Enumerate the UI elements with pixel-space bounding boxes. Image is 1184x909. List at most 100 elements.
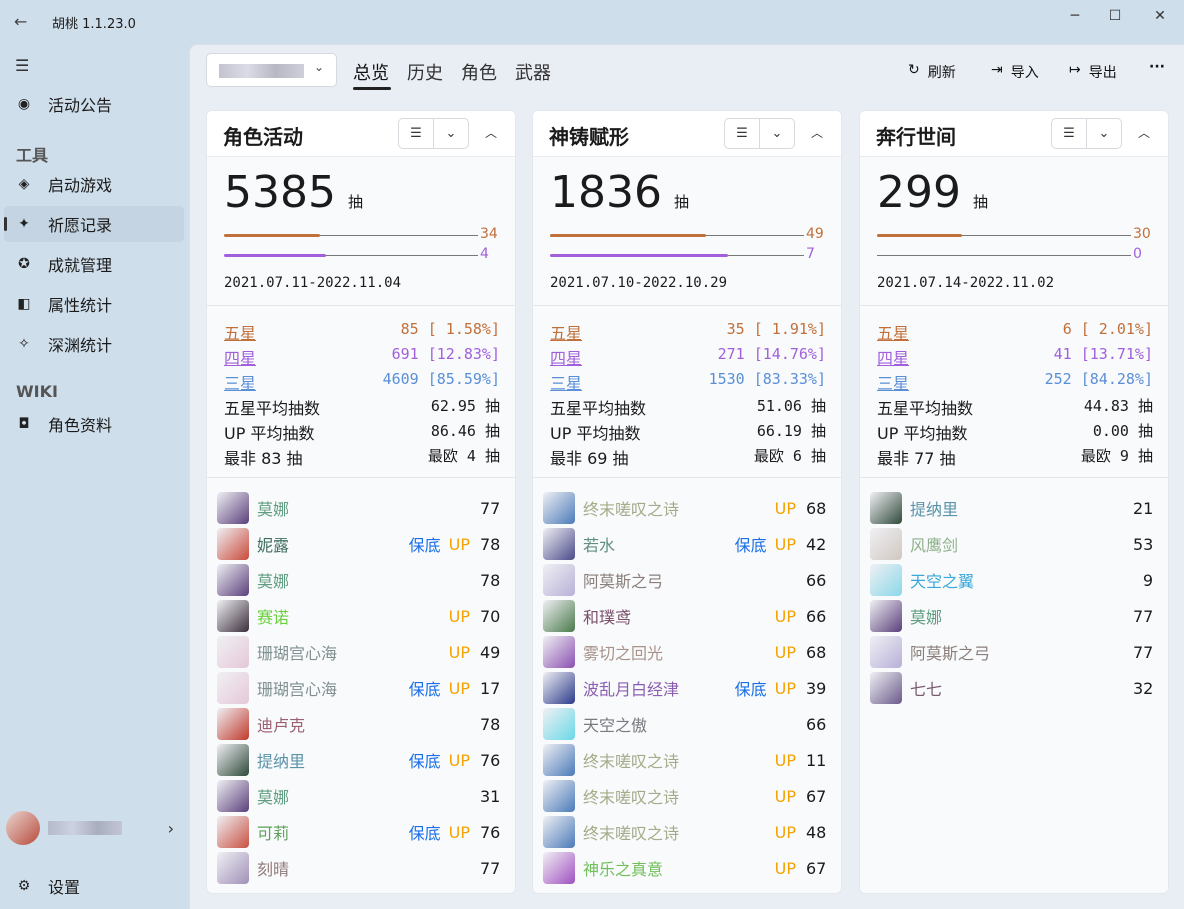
list-item[interactable]: 终末嗟叹之诗 UP 11 xyxy=(543,742,826,778)
sidebar: ☰ ◉ 活动公告 工具 ◈ 启动游戏 ✦ 祈愿记录 ✪ 成就管理 ◧ 属性统计 ✧ 深渊统计 WIKI ◘ 角… xyxy=(0,44,188,909)
pull-unit: 抽 xyxy=(347,193,363,211)
chevron-down-icon[interactable]: ⌄ xyxy=(445,126,457,141)
export-button[interactable]: ↦ 导出 xyxy=(1069,62,1117,82)
more-options-button[interactable]: ··· xyxy=(1149,59,1165,75)
chevron-down-icon[interactable]: ⌄ xyxy=(1098,126,1110,141)
sidebar-item[interactable]: ◈ 启动游戏 xyxy=(4,166,184,202)
user-account[interactable]: › xyxy=(6,808,186,848)
list-item[interactable]: 莫娜 77 xyxy=(217,490,500,526)
stat-value: 44.83 抽 xyxy=(1083,397,1153,415)
list-item[interactable]: 刻晴 77 xyxy=(217,850,500,886)
view-mode-selector[interactable]: ☰ ⌄ xyxy=(398,118,469,149)
list-icon[interactable]: ☰ xyxy=(399,119,434,148)
item-name: 天空之傲 xyxy=(583,716,648,735)
list-item[interactable]: 雾切之回光 UP 68 xyxy=(543,634,826,670)
sidebar-item[interactable]: ✦ 祈愿记录 xyxy=(4,206,184,242)
list-item[interactable]: 神乐之真意 UP 67 xyxy=(543,850,826,886)
item-name: 阿莫斯之弓 xyxy=(583,572,664,591)
refresh-icon: ↻ xyxy=(908,62,920,78)
list-item[interactable]: 终末嗟叹之诗 UP 68 xyxy=(543,490,826,526)
item-portrait xyxy=(870,600,902,632)
tab-history[interactable]: 历史 xyxy=(407,63,443,84)
stat-label: 三星 xyxy=(224,374,257,393)
date-range: 2021.07.10-2022.10.29 xyxy=(550,275,728,291)
list-item[interactable]: 终末嗟叹之诗 UP 67 xyxy=(543,778,826,814)
minimize-button[interactable]: ─ xyxy=(1070,8,1080,24)
list-item[interactable]: 终末嗟叹之诗 UP 48 xyxy=(543,814,826,850)
tab-weapons[interactable]: 武器 xyxy=(515,63,551,84)
up-badge: UP xyxy=(774,642,796,662)
stat-value: 6 [ 2.01%] xyxy=(1062,320,1153,338)
list-item[interactable]: 莫娜 78 xyxy=(217,562,500,598)
list-item[interactable]: 若水 保底 UP 42 xyxy=(543,526,826,562)
list-item[interactable]: 珊瑚宫心海 UP 49 xyxy=(217,634,500,670)
back-arrow-icon[interactable]: ← xyxy=(14,12,28,31)
item-name: 终末嗟叹之诗 xyxy=(583,500,680,519)
list-item[interactable]: 妮露 保底 UP 78 xyxy=(217,526,500,562)
stat-row: UP 平均抽数 0.00 抽 xyxy=(877,420,1153,444)
export-icon: ↦ xyxy=(1069,62,1081,78)
list-item[interactable]: 莫娜 31 xyxy=(217,778,500,814)
total-count: 1836 xyxy=(550,167,662,218)
list-icon[interactable]: ☰ xyxy=(1052,119,1087,148)
list-item[interactable]: 提纳里 21 xyxy=(870,490,1153,526)
pull-count: 68 xyxy=(806,642,827,662)
sidebar-item-label: 成就管理 xyxy=(48,256,113,275)
list-item[interactable]: 风鹰剑 53 xyxy=(870,526,1153,562)
maximize-button[interactable]: ☐ xyxy=(1108,8,1122,24)
list-item[interactable]: 阿莫斯之弓 77 xyxy=(870,634,1153,670)
list-item[interactable]: 可莉 保底 UP 76 xyxy=(217,814,500,850)
view-mode-selector[interactable]: ☰ ⌄ xyxy=(1051,118,1122,149)
list-item[interactable]: 天空之傲 66 xyxy=(543,706,826,742)
sidebar-item[interactable]: ◧ 属性统计 xyxy=(4,286,184,322)
stat-value: 51.06 抽 xyxy=(756,397,826,415)
tab-characters[interactable]: 角色 xyxy=(461,63,497,84)
list-item[interactable]: 天空之翼 9 xyxy=(870,562,1153,598)
list-item[interactable]: 七七 32 xyxy=(870,670,1153,706)
sidebar-item[interactable]: ◉ 活动公告 xyxy=(4,86,184,122)
pull-count: 68 xyxy=(806,498,827,518)
stat-value: 66.19 抽 xyxy=(756,422,826,440)
divider xyxy=(207,477,515,478)
avatar xyxy=(6,811,40,845)
sidebar-item-label: 属性统计 xyxy=(48,296,113,315)
list-item[interactable]: 赛诺 UP 70 xyxy=(217,598,500,634)
list-item[interactable]: 提纳里 保底 UP 76 xyxy=(217,742,500,778)
item-portrait xyxy=(543,816,575,848)
account-dropdown[interactable]: ⌄ xyxy=(206,53,337,87)
sidebar-item[interactable]: ✧ 深渊统计 xyxy=(4,326,184,362)
hamburger-menu-icon[interactable]: ☰ xyxy=(15,56,30,75)
close-button[interactable]: ✕ xyxy=(1154,8,1166,24)
collapse-chevron-icon[interactable]: ︿ xyxy=(1137,126,1150,140)
stat-value: 最欧 4 抽 xyxy=(427,447,500,465)
sidebar-item-settings[interactable]: ⚙ 设置 xyxy=(4,868,184,904)
stat-value: 85 [ 1.58%] xyxy=(400,320,500,338)
stat-value: 252 [84.28%] xyxy=(1044,370,1153,388)
item-portrait xyxy=(870,564,902,596)
list-item[interactable]: 珊瑚宫心海 保底 UP 17 xyxy=(217,670,500,706)
sidebar-item[interactable]: ✪ 成就管理 xyxy=(4,246,184,282)
collapse-chevron-icon[interactable]: ︿ xyxy=(810,126,823,140)
chevron-down-icon[interactable]: ⌄ xyxy=(771,126,783,141)
divider xyxy=(860,477,1168,478)
collapse-chevron-icon[interactable]: ︿ xyxy=(484,126,497,140)
stat-label: 五星 xyxy=(550,324,583,343)
four-star-pity-bar: 4 xyxy=(224,246,489,262)
list-icon[interactable]: ☰ xyxy=(725,119,760,148)
list-item[interactable]: 波乱月白经津 保底 UP 39 xyxy=(543,670,826,706)
stat-row: 三星 1530 [83.33%] xyxy=(550,370,826,394)
sidebar-item[interactable]: ◘ 角色资料 xyxy=(4,406,184,442)
view-mode-selector[interactable]: ☰ ⌄ xyxy=(724,118,795,149)
stat-label: 五星 xyxy=(877,324,910,343)
refresh-button[interactable]: ↻ 刷新 xyxy=(908,62,956,82)
wish-icon: ✦ xyxy=(18,216,30,232)
item-name: 终末嗟叹之诗 xyxy=(583,752,680,771)
list-item[interactable]: 迪卢克 78 xyxy=(217,706,500,742)
five-star-pity-fill xyxy=(550,234,706,237)
stat-row: 五星平均抽数 62.95 抽 xyxy=(224,395,500,419)
list-item[interactable]: 阿莫斯之弓 66 xyxy=(543,562,826,598)
import-button[interactable]: ⇥ 导入 xyxy=(991,62,1039,82)
tab-overview[interactable]: 总览 xyxy=(353,63,389,84)
list-item[interactable]: 和璞鸢 UP 66 xyxy=(543,598,826,634)
list-item[interactable]: 莫娜 77 xyxy=(870,598,1153,634)
